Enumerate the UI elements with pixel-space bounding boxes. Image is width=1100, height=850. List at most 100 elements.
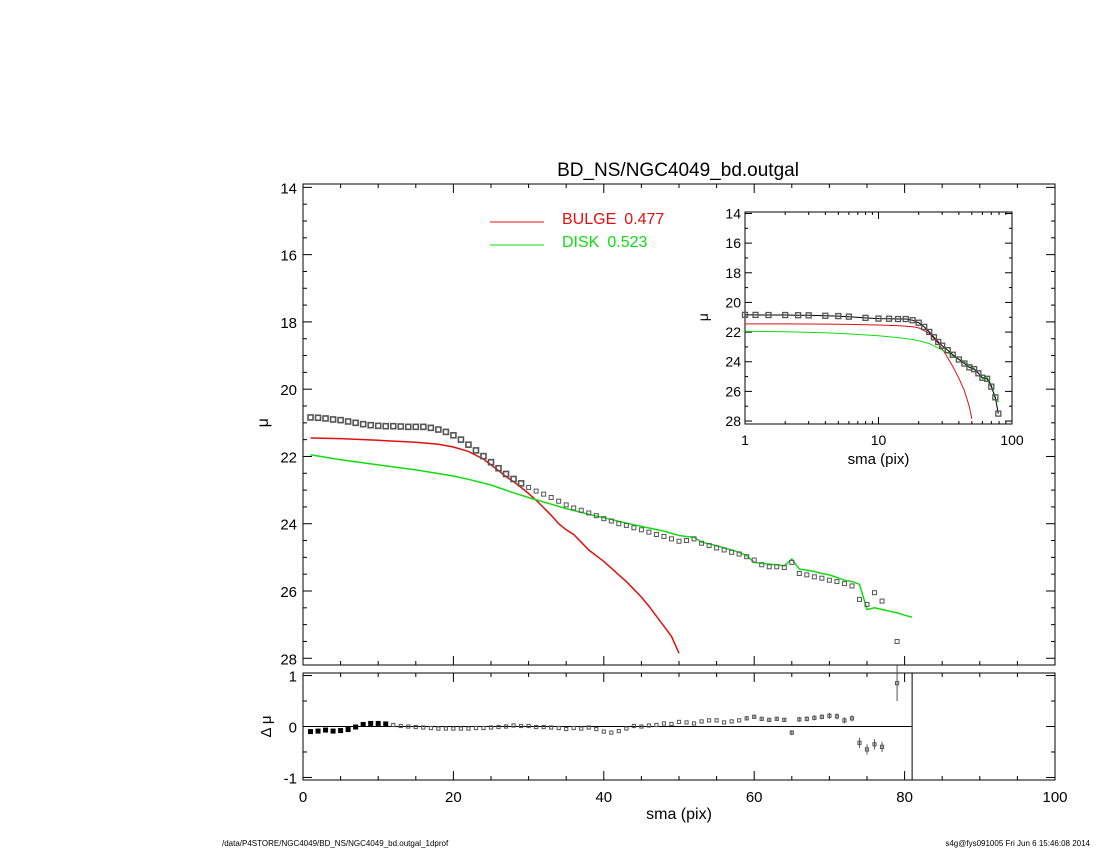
inset-data-point — [949, 351, 956, 358]
inset-data-point — [909, 317, 916, 324]
residual-point — [511, 723, 516, 728]
inset-data-point — [822, 312, 829, 319]
data-point — [359, 420, 367, 428]
residual-point — [360, 721, 366, 727]
footer-timestamp: s4g@fys091005 Fri Jun 6 15:46:08 2014 — [945, 839, 1090, 848]
data-point — [759, 562, 765, 568]
data-point — [563, 502, 569, 508]
inset-data-point — [921, 323, 928, 331]
data-point — [834, 579, 840, 585]
residual-point — [849, 716, 855, 721]
data-point — [495, 464, 502, 472]
data-point — [729, 549, 735, 555]
residual-point — [406, 724, 411, 729]
data-point — [510, 475, 517, 483]
residual-point — [466, 726, 471, 731]
data-point — [638, 527, 644, 533]
residual-point — [789, 730, 794, 735]
data-point — [480, 452, 487, 460]
residual-point — [879, 744, 885, 749]
data-point — [706, 543, 712, 549]
data-point — [608, 518, 614, 524]
data-point — [744, 554, 750, 560]
inset-data-point — [939, 342, 946, 349]
data-point — [329, 416, 337, 423]
residual-point — [368, 720, 374, 726]
residual-point — [564, 726, 569, 732]
residual-point — [812, 715, 817, 720]
data-point — [751, 557, 757, 563]
data-point — [796, 571, 802, 577]
data-point — [571, 505, 577, 511]
residual-point — [774, 716, 779, 721]
data-point — [684, 538, 690, 544]
inset-bulge-line — [745, 323, 973, 419]
data-point — [307, 414, 314, 421]
residual-point — [714, 718, 719, 723]
residual-point — [737, 718, 742, 723]
y-tick-label: 18 — [725, 265, 741, 281]
data-point — [465, 441, 472, 448]
residual-point — [534, 724, 539, 730]
legend-disk-label: DISK 0.523 — [562, 234, 647, 251]
inset-data-point — [961, 360, 968, 367]
inset-data-point — [894, 315, 902, 323]
inset-data-point — [915, 319, 922, 326]
data-point — [774, 564, 780, 570]
residual-point — [624, 726, 629, 731]
y-tick-label: -1 — [284, 770, 297, 787]
residual-point — [864, 747, 870, 752]
x-tick-label: 1 — [741, 432, 749, 448]
data-point — [653, 531, 659, 537]
data-point — [578, 507, 584, 513]
data-point — [556, 498, 562, 504]
data-point — [344, 418, 352, 425]
residual-point — [699, 719, 704, 724]
x-tick-label: 10 — [871, 432, 887, 448]
residual-point — [646, 723, 652, 728]
data-point — [668, 536, 674, 542]
residual-point — [857, 740, 862, 745]
residual-point — [549, 725, 554, 730]
residual-point — [767, 717, 772, 722]
y-tick-label: 0 — [289, 720, 297, 737]
data-point — [487, 458, 495, 466]
residual-point — [744, 716, 749, 721]
data-point — [849, 583, 855, 589]
residual-point — [639, 724, 644, 729]
residual-point — [503, 724, 509, 729]
residual-point — [308, 729, 314, 735]
data-point — [412, 423, 420, 431]
residual-point — [782, 717, 787, 722]
legend-disk-fraction: 0.523 — [607, 234, 647, 251]
data-point — [526, 484, 532, 490]
data-point — [517, 480, 525, 487]
y-axis-label: Δ μ — [258, 715, 275, 737]
residual-point — [609, 730, 614, 735]
residual-point — [872, 742, 877, 747]
x-tick-label: 100 — [1000, 432, 1024, 448]
residual-point — [706, 718, 712, 723]
inset-data-point — [794, 312, 802, 319]
residual-point — [541, 724, 546, 730]
y-tick-label: 24 — [280, 517, 297, 534]
residual-point — [556, 725, 561, 731]
y-tick-label: 14 — [280, 180, 297, 197]
data-point — [404, 423, 412, 431]
residual-point — [827, 713, 832, 718]
y-tick-label: 20 — [280, 382, 297, 399]
legend-bulge-label: BULGE 0.477 — [562, 211, 664, 228]
inset-data-point — [995, 410, 1002, 417]
residual-point — [428, 725, 433, 731]
residual-point — [421, 725, 426, 730]
residual-point — [684, 720, 689, 725]
residual-point — [601, 729, 606, 734]
residual-point — [518, 723, 524, 729]
x-axis-label: sma (pix) — [848, 451, 910, 468]
data-point — [804, 572, 810, 578]
data-point — [623, 522, 629, 528]
inset-plot-panel: 14 16 18 20 22 24 26 281 10 100 sma (pix) μ — [695, 205, 1024, 468]
data-point — [856, 596, 862, 602]
data-point — [541, 491, 547, 497]
